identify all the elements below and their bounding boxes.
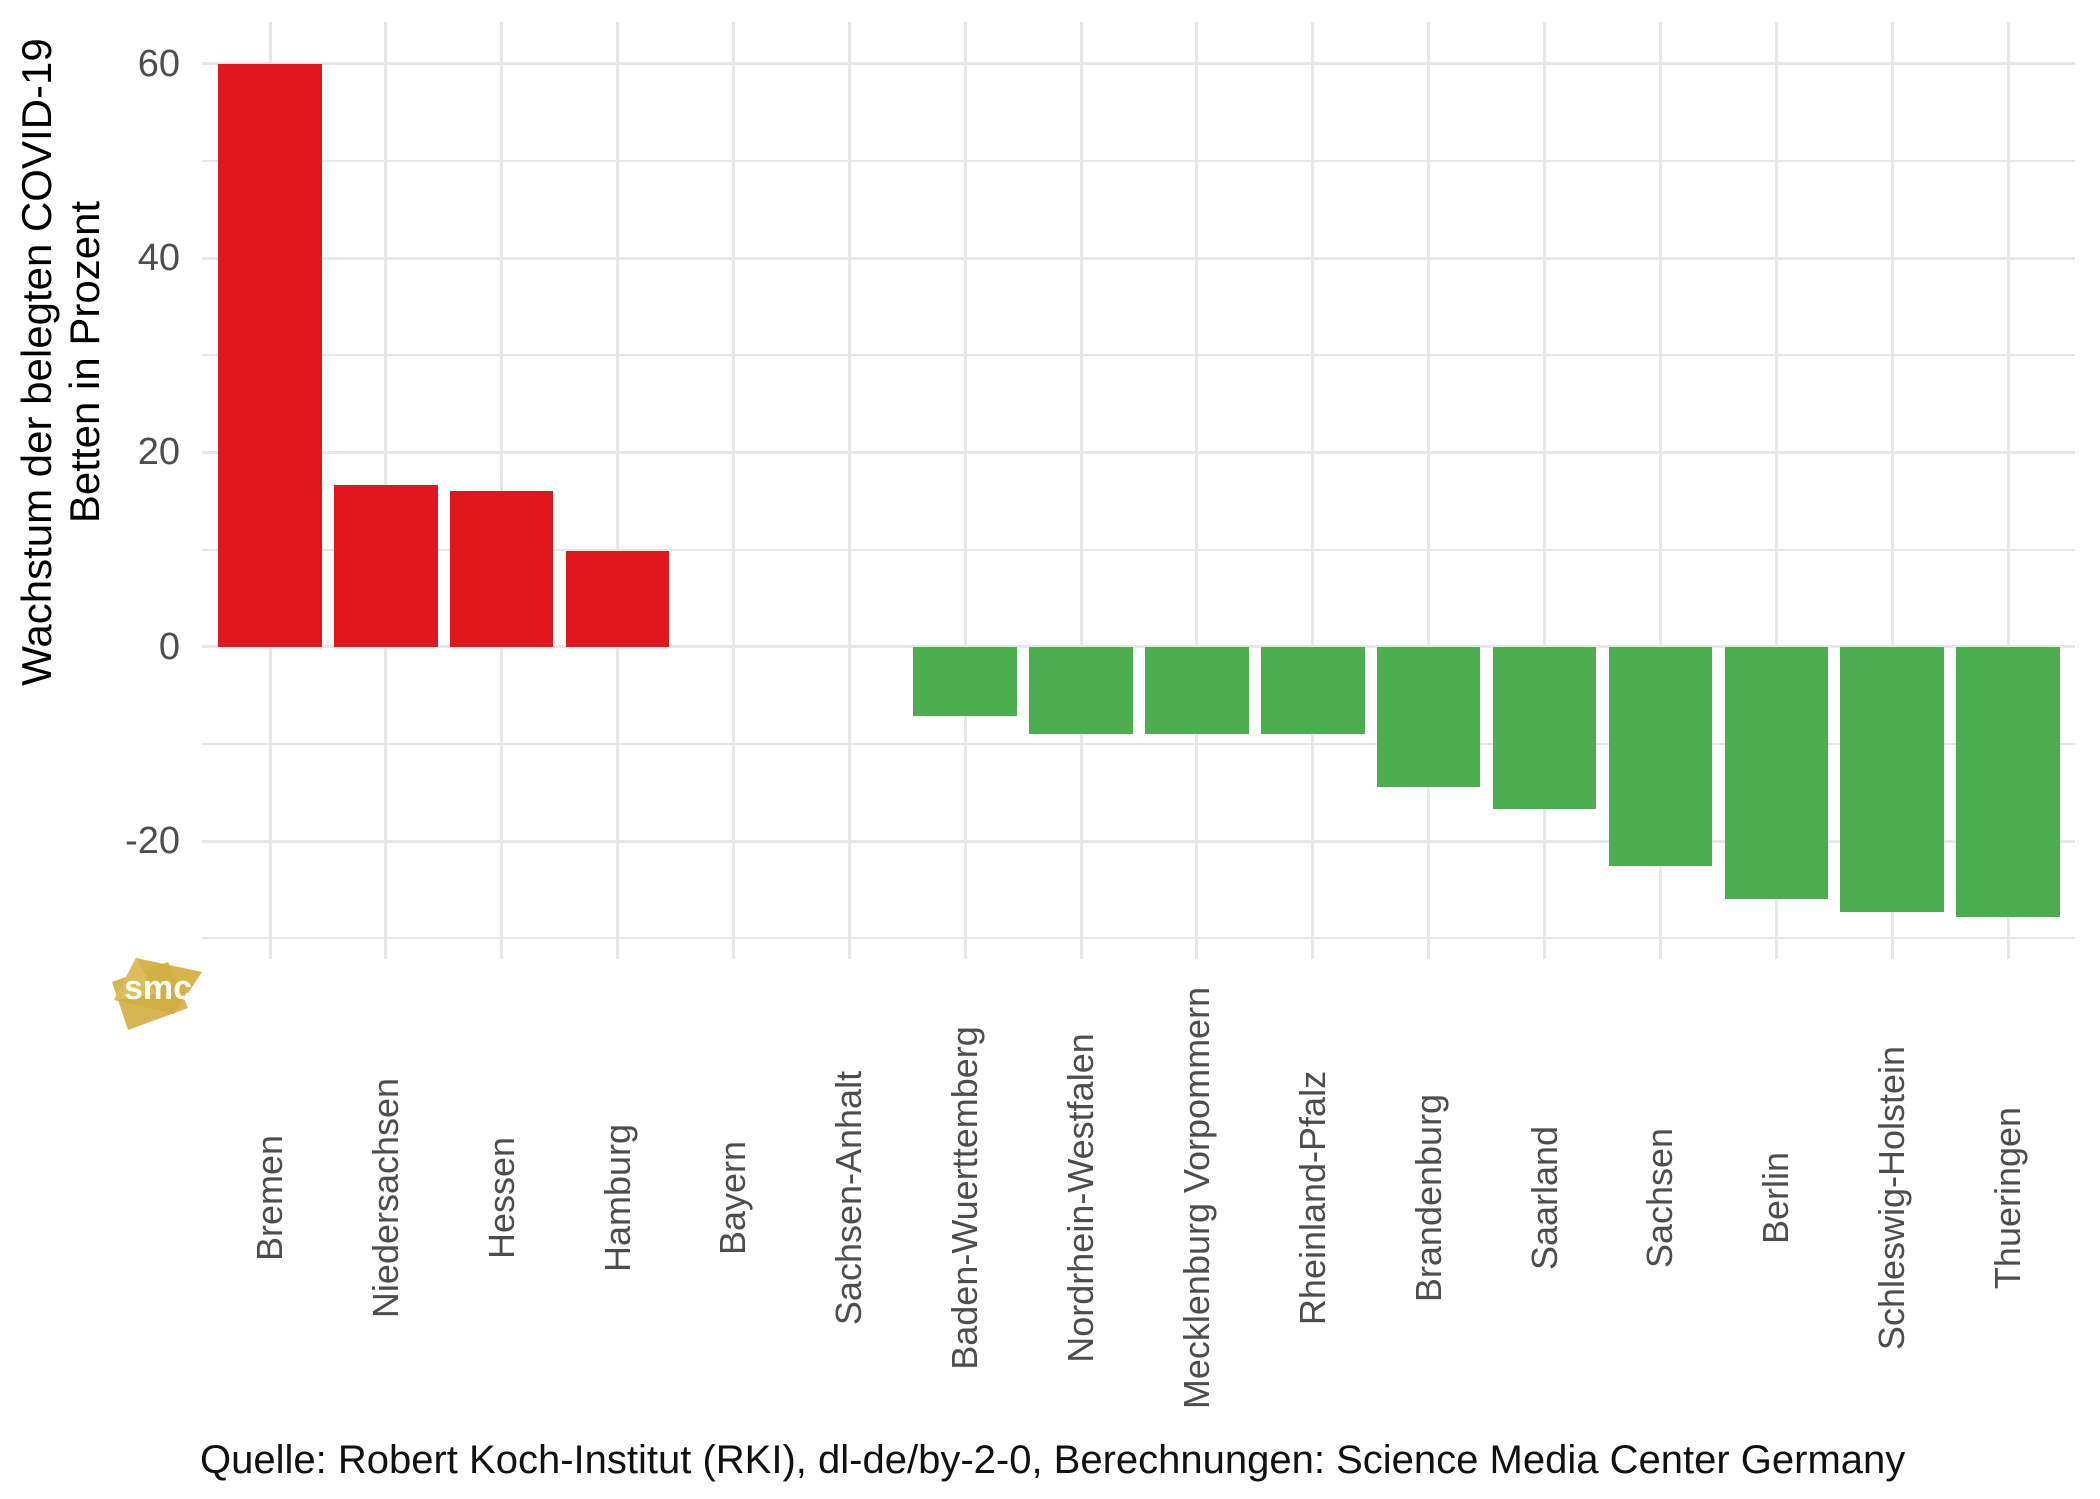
y-axis-title-line1: Wachstum der belegten COVID-19 (13, 38, 60, 686)
bar-rheinland-pfalz (1261, 646, 1365, 735)
bar-brandenburg (1376, 646, 1481, 787)
x-axis-label: Bayern (712, 1140, 754, 1256)
bar-nordrhein-westfalen (1029, 646, 1133, 735)
bar-sachsen (1608, 646, 1713, 867)
x-axis-label: Sachsen-Anhalt (828, 1070, 870, 1326)
x-axis-label: Brandenburg (1407, 1093, 1449, 1303)
x-axis-label: Berlin (1755, 1151, 1797, 1245)
bar-hamburg (565, 550, 670, 647)
y-tick-label: -20 (125, 820, 180, 863)
y-axis-title: Wachstum der belegten COVID-19 Betten in… (13, 38, 109, 685)
category-gridline (1890, 22, 1894, 959)
y-tick-label: 20 (137, 431, 180, 474)
x-axis-label: Mecklenburg Vorpommern (1175, 986, 1217, 1410)
x-axis-label: Sachsen (1639, 1127, 1681, 1269)
x-axis-label: Nordrhein-Westfalen (1060, 1033, 1102, 1363)
x-axis-label: Bremen (249, 1134, 290, 1262)
x-axis-label: Niedersachsen (364, 1077, 406, 1319)
y-tick-label: 60 (137, 42, 180, 85)
major-gridline (202, 839, 2075, 843)
bar-mecklenburg-vorpommern (1145, 646, 1249, 735)
category-gridline (1079, 22, 1083, 959)
category-gridline (1543, 22, 1547, 959)
bar-schleswig-holstein (1840, 646, 1944, 912)
smc-logo-text: smc (124, 969, 192, 1007)
category-gridline (1427, 22, 1431, 959)
bar-berlin (1724, 646, 1829, 900)
major-gridline (202, 62, 2075, 66)
bar-bremen (218, 63, 322, 647)
category-gridline (1195, 22, 1199, 959)
category-gridline (731, 22, 735, 959)
bar-thueringen (1956, 646, 2060, 917)
chart-caption: Quelle: Robert Koch-Institut (RKI), dl-d… (200, 1438, 1906, 1482)
y-axis-title-line2: Betten in Prozent (61, 200, 108, 524)
y-tick-label: 0 (158, 625, 180, 668)
category-gridline (500, 22, 504, 959)
x-axis-label: Schleswig-Holstein (1871, 1045, 1913, 1351)
y-tick-label: 40 (137, 237, 180, 280)
category-gridline (1774, 22, 1778, 959)
x-axis-label: Hessen (480, 1136, 522, 1260)
x-axis-label: Rheinland-Pfalz (1291, 1070, 1333, 1326)
category-gridline (616, 22, 620, 959)
x-axis-label: Saarland (1523, 1125, 1565, 1271)
bar-hessen (449, 491, 554, 647)
bar-saarland (1492, 646, 1597, 809)
major-gridline (202, 256, 2075, 260)
x-axis-label: Hamburg (596, 1123, 638, 1273)
x-axis-label: Baden-Wuerttemberg (944, 1026, 986, 1370)
bar-niedersachsen (334, 485, 438, 647)
category-gridline (847, 22, 851, 959)
bar-baden-wuerttemberg (913, 646, 1017, 716)
category-gridline (1658, 22, 1662, 959)
major-gridline (202, 645, 2075, 649)
smc-logo: smc (112, 958, 202, 1030)
category-gridline (1311, 22, 1315, 959)
minor-gridline (202, 159, 2075, 162)
category-gridline (2006, 22, 2010, 959)
smc-logo-shape (114, 958, 156, 1000)
minor-gridline (202, 937, 2075, 940)
minor-gridline (202, 742, 2075, 745)
minor-gridline (202, 354, 2075, 357)
major-gridline (202, 450, 2075, 454)
x-axis-label: Thueringen (1987, 1106, 2029, 1290)
category-gridline (963, 22, 967, 959)
minor-gridline (202, 548, 2075, 551)
